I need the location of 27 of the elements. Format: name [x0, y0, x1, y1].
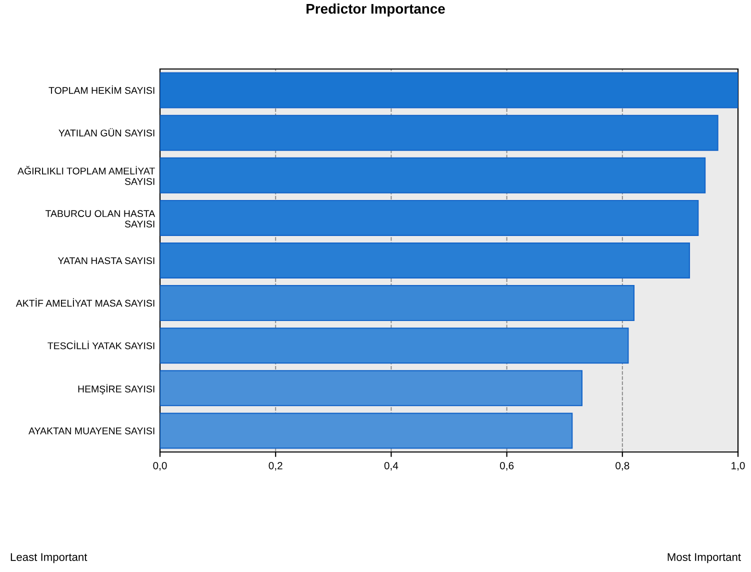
- x-tick-label: 0,8: [616, 462, 630, 471]
- x-tick-label: 0,4: [384, 462, 398, 471]
- x-tick-label: 0,0: [153, 462, 167, 471]
- y-tick-label: AYAKTAN MUAYENE SAYISI: [28, 427, 154, 434]
- y-tick-label: YATILAN GÜN SAYISI: [58, 128, 154, 136]
- x-tick-label: 0,6: [500, 462, 514, 471]
- bar: [160, 242, 690, 279]
- x-tick-label: 1,0: [732, 462, 745, 471]
- y-tick-label: YATAN HASTA SAYISI: [58, 257, 154, 264]
- bar: [160, 285, 635, 322]
- y-tick-label: TESCİLLİ YATAK SAYISI: [48, 340, 154, 350]
- y-tick-label: AĞIRLIKLI TOPLAM AMELİYAT SAYISI: [18, 166, 155, 185]
- text: Most Important: [668, 553, 741, 564]
- x-tick-label: 0,2: [268, 462, 282, 471]
- y-tick-label: AKTİF AMELİYAT MASA SAYISI: [16, 298, 154, 307]
- bar: [160, 200, 699, 236]
- bar: [160, 370, 582, 406]
- chart-title: Predictor Importance: [306, 4, 445, 16]
- bar: [160, 328, 629, 364]
- bar: [160, 157, 706, 194]
- y-tick-label: TOPLAM HEKİM SAYISI: [48, 85, 154, 94]
- bar: [160, 114, 718, 151]
- bar: [160, 412, 573, 449]
- bar: [160, 72, 738, 108]
- text: Least Important: [10, 553, 88, 564]
- y-tick-label: HEMŞİRE SAYISI: [78, 384, 154, 394]
- y-tick-label: TABURCU OLAN HASTA SAYISI: [46, 210, 156, 228]
